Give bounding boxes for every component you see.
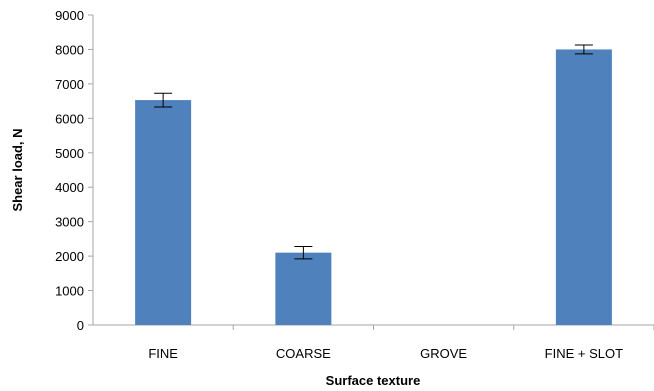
y-tick-label: 7000 — [55, 77, 84, 92]
bar — [555, 49, 612, 325]
y-tick-label: 4000 — [55, 180, 84, 195]
tick-labels: 0 1000 2000 3000 4000 5000 6000 7000 8000 9000 FIN… — [55, 8, 623, 361]
y-tick-label: 8000 — [55, 42, 84, 57]
bars — [135, 49, 612, 325]
y-tick-label: 1000 — [55, 284, 84, 299]
x-tick-label: GROVE — [420, 346, 467, 361]
x-tick-label: FINE + SLOT — [545, 346, 623, 361]
y-tick-label: 2000 — [55, 249, 84, 264]
y-tick-label: 5000 — [55, 146, 84, 161]
y-axis-title: Shear load, N — [10, 128, 25, 211]
bar — [135, 100, 192, 325]
y-tick-label: 3000 — [55, 215, 84, 230]
x-tick-label: FINE — [148, 346, 178, 361]
y-tick-label: 0 — [77, 318, 84, 333]
x-axis-title: Surface texture — [326, 373, 421, 388]
y-tick-label: 6000 — [55, 111, 84, 126]
error-bars — [154, 44, 593, 260]
x-tick-label: COARSE — [276, 346, 331, 361]
y-tick-label: 9000 — [55, 8, 84, 23]
bar — [275, 252, 332, 325]
